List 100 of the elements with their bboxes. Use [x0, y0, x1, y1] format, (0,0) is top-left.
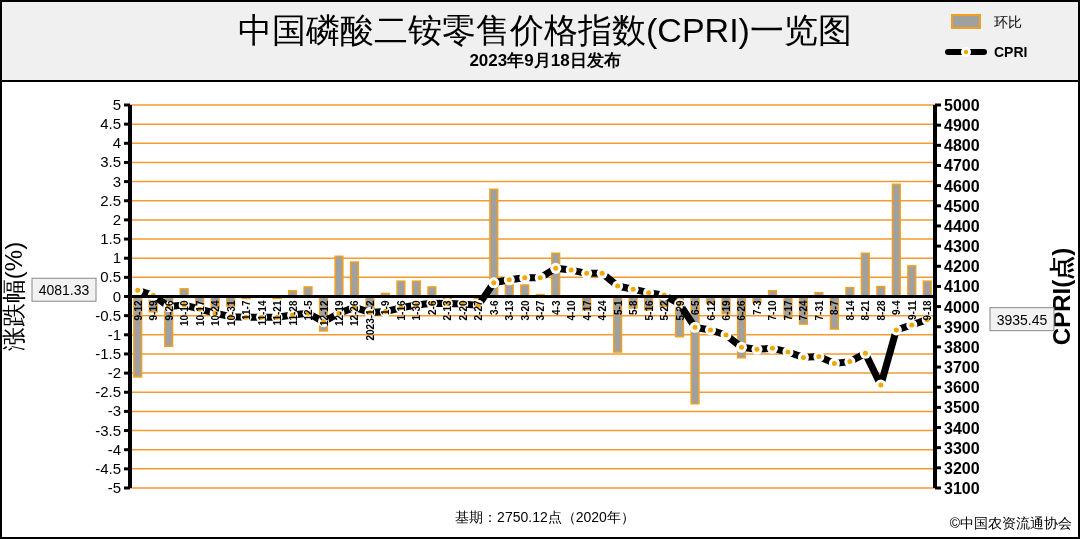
- y2-tick-label: 3800: [944, 338, 980, 356]
- y2-tick-label: 3200: [944, 459, 980, 477]
- y2-tick-label: 3400: [944, 419, 980, 437]
- x-tick-label: 10-24: [210, 300, 222, 327]
- x-tick-label: 11-21: [272, 300, 284, 326]
- x-tick-label: 12-5: [303, 300, 315, 321]
- y2-tick-label: 3500: [944, 399, 980, 417]
- x-tick-label: 9-11: [906, 300, 918, 320]
- x-tick-label: 5-1: [612, 300, 624, 315]
- y2-tick-label: 5000: [944, 97, 980, 114]
- x-tick-label: 9-19: [148, 300, 160, 321]
- y-tick-label: 0: [112, 287, 121, 305]
- x-tick-label: 2-6: [426, 300, 438, 315]
- x-tick-label: 2-20: [457, 300, 469, 321]
- x-tick-label: 2-13: [442, 300, 454, 321]
- y-tick-label: 2.5: [100, 191, 121, 209]
- x-tick-label: 3-27: [535, 300, 547, 321]
- y2-tick-label: 3100: [944, 480, 980, 497]
- x-tick-label: 7-31: [813, 300, 825, 321]
- y2-tick-label: 3700: [944, 359, 980, 377]
- x-tick-label: 3-13: [504, 300, 516, 321]
- x-tick-label: 5-8: [628, 300, 640, 315]
- y-tick-label: 2: [112, 210, 121, 228]
- x-tick-label: 3-20: [519, 300, 531, 321]
- x-tick-label: 1-30: [411, 300, 423, 321]
- y2-axis-title: CPRI(点): [1048, 247, 1075, 346]
- x-tick-label: 8-14: [844, 300, 856, 321]
- y-tick-label: 3.5: [100, 153, 121, 171]
- x-tick-label: 6-12: [705, 300, 717, 321]
- y2-tick-label: 4000: [944, 298, 980, 316]
- y-tick-label: -2.5: [95, 383, 121, 401]
- x-tick-label: 12-12: [318, 300, 330, 327]
- x-tick-label: 9-4: [891, 300, 903, 315]
- y2-tick-label: 4200: [944, 258, 980, 276]
- x-tick-label: 4-24: [597, 300, 609, 321]
- x-tick-label: 9-12: [132, 300, 144, 321]
- x-tick-label: 4-10: [566, 300, 578, 321]
- y2-tick-label: 4900: [944, 117, 980, 135]
- y-tick-label: 4.5: [100, 115, 121, 133]
- x-tick-label: 8-28: [875, 300, 887, 321]
- x-tick-label: 11-28: [287, 300, 299, 326]
- x-tick-label: 8-7: [829, 300, 841, 315]
- y-tick-label: -1: [107, 325, 121, 343]
- chart-subtitle: 2023年9月18日发布: [469, 51, 621, 70]
- y-tick-label: 3: [112, 172, 121, 190]
- text: 4081.33: [38, 282, 90, 299]
- x-tick-label: 3-6: [488, 300, 500, 315]
- x-tick-label: 4-17: [581, 300, 593, 321]
- x-tick-label: 8-21: [860, 300, 872, 321]
- y2-tick-label: 4800: [944, 137, 980, 155]
- y-tick-label: -3: [107, 402, 121, 420]
- text: 基期：2750.12点（2020年）: [455, 509, 635, 525]
- x-tick-label: 1-9: [380, 300, 392, 315]
- text: ©中国农资流通协会: [949, 515, 1072, 531]
- y-axis-title: 涨跌幅(%): [0, 241, 27, 352]
- y-tick-label: -2: [107, 364, 121, 382]
- x-tick-label: 11-14: [256, 300, 268, 326]
- x-tick-label: 11-7: [241, 300, 253, 320]
- y2-tick-label: 4300: [944, 238, 980, 256]
- y2-tick-label: 4400: [944, 217, 980, 235]
- x-tick-label: 7-17: [782, 300, 794, 321]
- text: 3935.45: [996, 311, 1048, 328]
- x-tick-label: 1-16: [395, 300, 407, 321]
- y2-tick-label: 4700: [944, 157, 980, 175]
- x-tick-label: 10-10: [179, 300, 191, 327]
- x-tick-label: 10-31: [225, 300, 237, 327]
- legend-label: 环比: [994, 14, 1022, 30]
- x-tick-label: 2-27: [473, 300, 485, 321]
- x-tick-label: 5-22: [659, 300, 671, 321]
- x-tick-label: 9-26: [163, 300, 175, 321]
- x-tick-label: 7-3: [751, 300, 763, 315]
- x-tick-label: 9-18: [922, 300, 934, 321]
- x-tick-label: 10-17: [194, 300, 206, 327]
- y2-tick-label: 3600: [944, 379, 980, 397]
- y-tick-label: -3.5: [95, 421, 121, 439]
- y-tick-label: 4: [112, 134, 121, 152]
- x-tick-label: 6-5: [690, 300, 702, 315]
- x-tick-label: 12-26: [349, 300, 361, 327]
- x-tick-label: 4-3: [550, 300, 562, 315]
- y2-tick-label: 3900: [944, 318, 980, 336]
- x-tick-label: 2023-1-2: [364, 300, 376, 341]
- x-tick-label: 7-10: [767, 300, 779, 321]
- x-tick-label: 7-24: [798, 300, 810, 321]
- x-tick-label: 6-26: [736, 300, 748, 321]
- chart-title: 中国磷酸二铵零售价格指数(CPRI)一览图: [238, 11, 852, 49]
- x-tick-label: 5-16: [643, 300, 655, 321]
- y2-tick-label: 4500: [944, 197, 980, 215]
- y2-tick-label: 4600: [944, 177, 980, 195]
- y-tick-label: -1.5: [95, 344, 121, 362]
- y2-tick-label: 3300: [944, 439, 980, 457]
- y-tick-label: 5: [112, 96, 121, 113]
- x-tick-label: 6-19: [721, 300, 733, 321]
- y-tick-label: 1.5: [100, 230, 121, 248]
- y-tick-label: 1: [112, 249, 121, 267]
- y-tick-label: -5: [107, 479, 121, 496]
- y-tick-label: -4.5: [95, 459, 121, 477]
- x-tick-label: 12-19: [333, 300, 345, 327]
- y-tick-label: -0.5: [95, 306, 121, 324]
- y2-tick-label: 4100: [944, 278, 980, 296]
- y-tick-label: -4: [107, 440, 121, 458]
